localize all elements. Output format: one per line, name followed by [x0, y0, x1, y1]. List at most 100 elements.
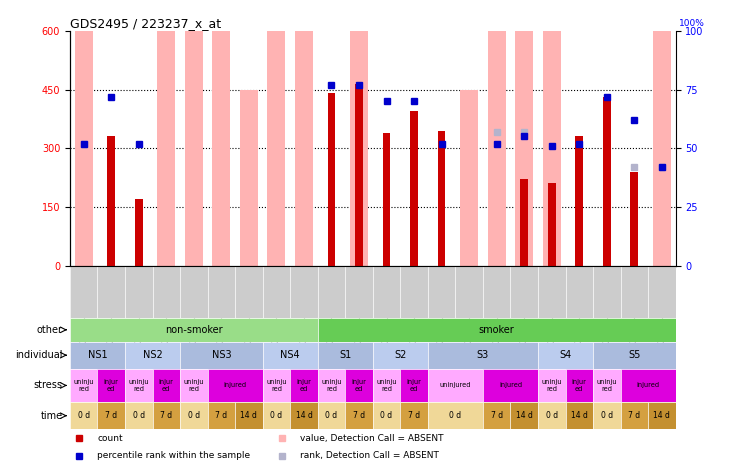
- Text: 14 d: 14 d: [516, 411, 533, 420]
- FancyBboxPatch shape: [70, 318, 318, 342]
- Bar: [653, 0, 670, 265]
- FancyBboxPatch shape: [565, 402, 593, 429]
- Text: 0 d: 0 d: [601, 411, 613, 420]
- FancyBboxPatch shape: [345, 369, 373, 402]
- Text: time: time: [40, 410, 63, 421]
- FancyBboxPatch shape: [345, 402, 373, 429]
- Text: uninju
red: uninju red: [129, 379, 149, 392]
- Text: S1: S1: [339, 350, 351, 360]
- Bar: [438, 131, 445, 265]
- Bar: [576, 137, 583, 265]
- FancyBboxPatch shape: [235, 402, 263, 429]
- FancyBboxPatch shape: [318, 342, 373, 369]
- Text: injur
ed: injur ed: [407, 379, 422, 392]
- Bar: [135, 199, 143, 265]
- Text: smoker: smoker: [479, 325, 514, 335]
- Text: 7 d: 7 d: [105, 411, 117, 420]
- FancyBboxPatch shape: [593, 342, 676, 369]
- FancyBboxPatch shape: [428, 369, 483, 402]
- Bar: [603, 97, 611, 265]
- Text: 7 d: 7 d: [160, 411, 172, 420]
- FancyBboxPatch shape: [180, 369, 208, 402]
- Bar: [488, 0, 506, 265]
- Text: injur
ed: injur ed: [159, 379, 174, 392]
- FancyBboxPatch shape: [97, 369, 125, 402]
- Text: uninju
red: uninju red: [183, 379, 204, 392]
- Bar: [410, 111, 418, 265]
- FancyBboxPatch shape: [97, 402, 125, 429]
- Text: 0 d: 0 d: [132, 411, 145, 420]
- FancyBboxPatch shape: [125, 342, 180, 369]
- Bar: [213, 0, 230, 265]
- Text: NS3: NS3: [211, 350, 231, 360]
- FancyBboxPatch shape: [483, 369, 538, 402]
- Bar: [158, 0, 175, 265]
- FancyBboxPatch shape: [648, 402, 676, 429]
- FancyBboxPatch shape: [483, 402, 511, 429]
- Bar: [267, 0, 286, 265]
- Text: value, Detection Call = ABSENT: value, Detection Call = ABSENT: [300, 434, 444, 443]
- FancyBboxPatch shape: [208, 369, 263, 402]
- FancyBboxPatch shape: [263, 402, 290, 429]
- Text: 0 d: 0 d: [270, 411, 283, 420]
- FancyBboxPatch shape: [125, 402, 152, 429]
- Text: injured: injured: [499, 383, 522, 388]
- Bar: [295, 0, 313, 265]
- FancyBboxPatch shape: [208, 402, 235, 429]
- Text: stress: stress: [34, 381, 63, 391]
- Text: 7 d: 7 d: [491, 411, 503, 420]
- Text: 7 d: 7 d: [353, 411, 365, 420]
- FancyBboxPatch shape: [538, 342, 593, 369]
- Text: NS4: NS4: [280, 350, 300, 360]
- Text: individual: individual: [15, 350, 63, 360]
- Text: 7 d: 7 d: [408, 411, 420, 420]
- FancyBboxPatch shape: [318, 369, 345, 402]
- Text: NS2: NS2: [143, 350, 163, 360]
- Bar: [520, 180, 528, 265]
- Text: non-smoker: non-smoker: [165, 325, 222, 335]
- Text: uninjured: uninjured: [439, 383, 471, 388]
- Text: 7 d: 7 d: [216, 411, 227, 420]
- Text: 0 d: 0 d: [325, 411, 338, 420]
- Text: 0 d: 0 d: [449, 411, 461, 420]
- Bar: [107, 137, 115, 265]
- Bar: [350, 0, 368, 265]
- Text: other: other: [37, 325, 63, 335]
- FancyBboxPatch shape: [125, 369, 152, 402]
- FancyBboxPatch shape: [180, 402, 208, 429]
- FancyBboxPatch shape: [318, 402, 345, 429]
- Bar: [383, 133, 390, 265]
- Bar: [75, 0, 93, 265]
- FancyBboxPatch shape: [70, 369, 97, 402]
- Bar: [515, 0, 533, 265]
- FancyBboxPatch shape: [373, 402, 400, 429]
- Text: NS1: NS1: [88, 350, 107, 360]
- Text: uninju
red: uninju red: [74, 379, 94, 392]
- Text: uninju
red: uninju red: [597, 379, 617, 392]
- Text: percentile rank within the sample: percentile rank within the sample: [97, 451, 250, 460]
- Text: uninju
red: uninju red: [266, 379, 286, 392]
- FancyBboxPatch shape: [565, 369, 593, 402]
- Text: S3: S3: [477, 350, 489, 360]
- Text: injur
ed: injur ed: [297, 379, 311, 392]
- Text: 7 d: 7 d: [629, 411, 640, 420]
- FancyBboxPatch shape: [400, 369, 428, 402]
- FancyBboxPatch shape: [428, 342, 538, 369]
- Text: 0 d: 0 d: [381, 411, 392, 420]
- Text: S4: S4: [559, 350, 572, 360]
- Text: 14 d: 14 d: [241, 411, 258, 420]
- Bar: [548, 183, 556, 265]
- Text: injured: injured: [224, 383, 247, 388]
- Text: rank, Detection Call = ABSENT: rank, Detection Call = ABSENT: [300, 451, 439, 460]
- Bar: [328, 93, 336, 265]
- Text: GDS2495 / 223237_x_at: GDS2495 / 223237_x_at: [70, 17, 221, 30]
- FancyBboxPatch shape: [180, 342, 263, 369]
- FancyBboxPatch shape: [373, 342, 428, 369]
- Text: S2: S2: [394, 350, 406, 360]
- FancyBboxPatch shape: [511, 402, 538, 429]
- Text: uninju
red: uninju red: [376, 379, 397, 392]
- Text: 14 d: 14 d: [654, 411, 670, 420]
- FancyBboxPatch shape: [538, 369, 565, 402]
- Text: count: count: [97, 434, 123, 443]
- FancyBboxPatch shape: [152, 369, 180, 402]
